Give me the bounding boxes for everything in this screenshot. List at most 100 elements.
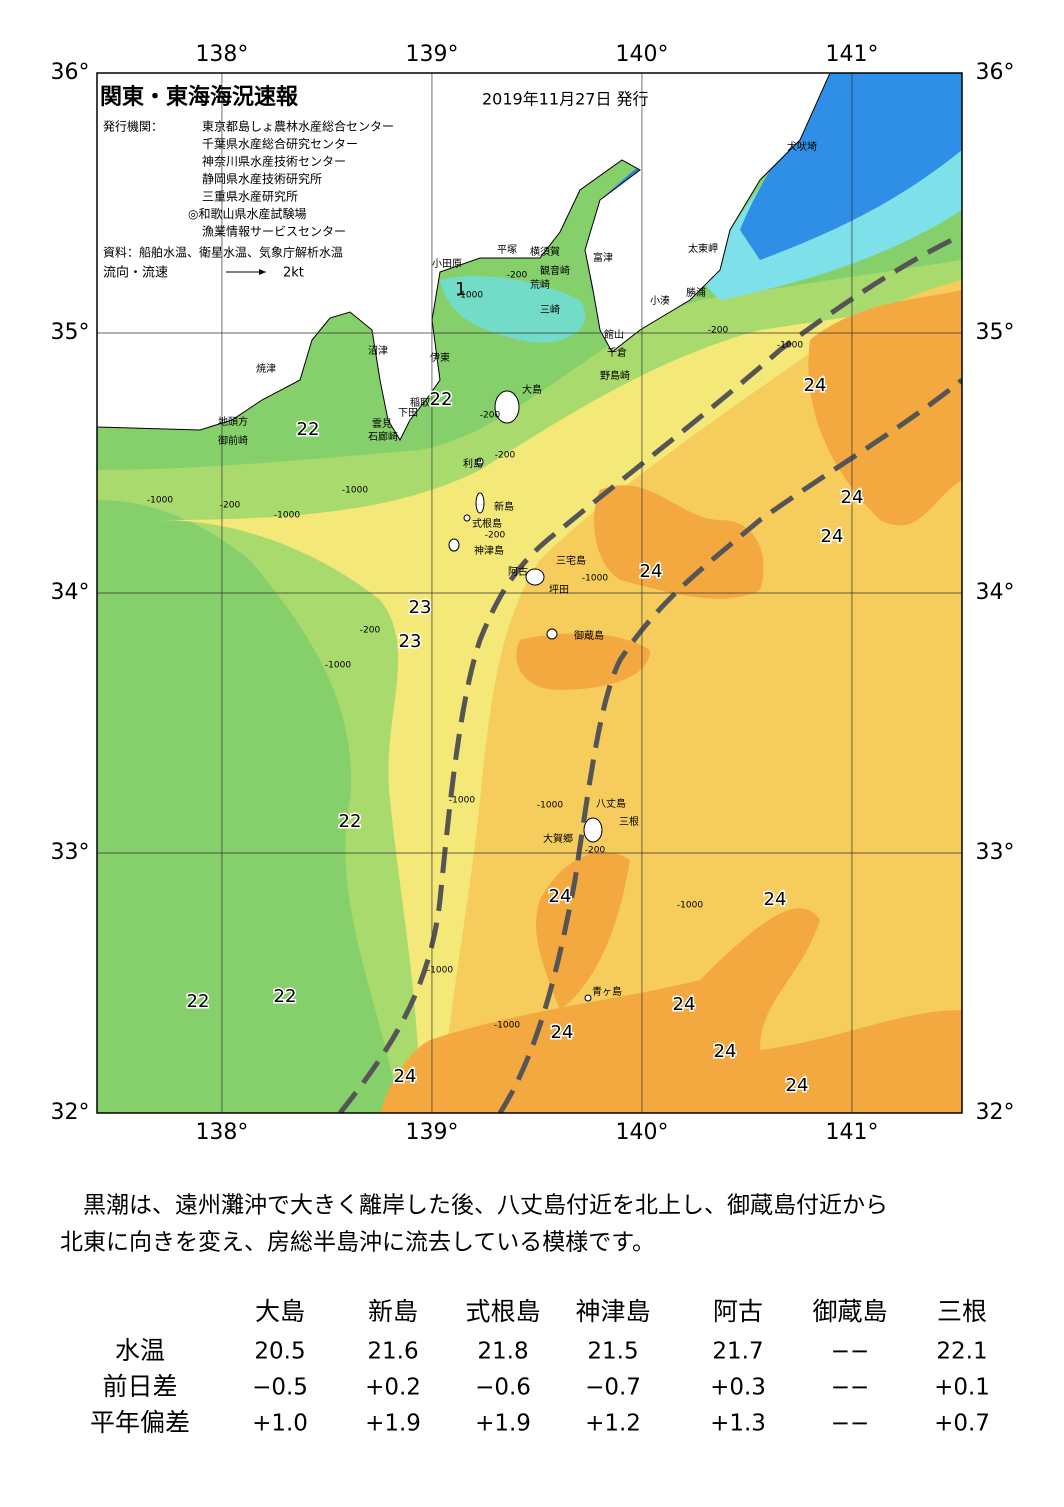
row-label: 水温 bbox=[115, 1336, 165, 1365]
grid bbox=[97, 73, 962, 1113]
isotherm-label: 24 bbox=[551, 1022, 574, 1043]
station-mark: 1 bbox=[455, 279, 466, 300]
warm-core bbox=[536, 852, 630, 1010]
lon-label: 141° bbox=[825, 1120, 878, 1145]
lat-label: 34° bbox=[51, 580, 90, 605]
isotherm-label: 24 bbox=[640, 561, 663, 582]
place-name: 太東岬 bbox=[688, 242, 718, 255]
table-cell: −− bbox=[831, 1375, 870, 1401]
issuer-name: 静岡県水産技術研究所 bbox=[202, 171, 322, 186]
depth-label: -1000 bbox=[342, 486, 368, 496]
depth-label: -200 bbox=[485, 531, 506, 541]
place-name: 小田原 bbox=[432, 258, 462, 270]
legend-label: 流向・流速 bbox=[103, 265, 168, 281]
depth-label: -200 bbox=[480, 411, 501, 421]
table-cell: −0.7 bbox=[585, 1375, 641, 1401]
land bbox=[97, 73, 831, 442]
table-cell: 21.6 bbox=[367, 1339, 418, 1365]
depth-label: -1000 bbox=[147, 496, 173, 506]
place-name: 大島 bbox=[522, 383, 542, 396]
isotherm-label: 24 bbox=[804, 375, 827, 396]
table-header: 神津島 bbox=[575, 1297, 650, 1326]
isotherm-label: 24 bbox=[821, 526, 844, 547]
place-name: 石廊崎 bbox=[368, 430, 398, 443]
place-name: 小湊 bbox=[650, 294, 670, 307]
lon-label: 138° bbox=[195, 1120, 248, 1145]
place-name: 大賀郷 bbox=[543, 832, 573, 845]
depth-label: -1000 bbox=[494, 1021, 520, 1031]
place-name: 神津島 bbox=[474, 544, 504, 557]
isotherm-label: 24 bbox=[394, 1066, 417, 1087]
row-label: 前日差 bbox=[102, 1372, 177, 1401]
place-name: 坪田 bbox=[549, 583, 569, 596]
isotherm-label: 23 bbox=[409, 597, 432, 618]
issuer-name: 三重県水産研究所 bbox=[202, 189, 298, 204]
depth-label: -200 bbox=[507, 271, 528, 281]
isotherm-label: 24 bbox=[673, 994, 696, 1015]
table-cell: +0.1 bbox=[934, 1375, 990, 1401]
place-name: 地頭方 bbox=[218, 415, 248, 428]
table-cell: +0.3 bbox=[710, 1375, 766, 1401]
isotherm-label: 22 bbox=[339, 811, 362, 832]
place-name: 沼津 bbox=[368, 344, 388, 357]
issuer-label: 発行機関： bbox=[103, 119, 163, 134]
lat-label: 36° bbox=[976, 60, 1015, 85]
place-name: 富津 bbox=[593, 251, 613, 264]
place-name: 荒崎 bbox=[530, 278, 550, 291]
warm-core bbox=[594, 485, 764, 599]
depth-label: -200 bbox=[585, 846, 606, 856]
place-name: 観音崎 bbox=[540, 264, 570, 277]
table-header: 阿古 bbox=[713, 1297, 763, 1326]
depth-label: -1000 bbox=[677, 901, 703, 911]
table-header: 式根島 bbox=[465, 1297, 540, 1326]
place-name: 千倉 bbox=[607, 346, 627, 359]
lat-label: 34° bbox=[976, 580, 1015, 605]
title: 関東・東海海況速報 bbox=[100, 84, 299, 110]
description: 黒潮は、遠州灘沖で大きく離岸した後、八丈島付近を北上し、御蔵島付近から bbox=[60, 1193, 888, 1219]
table-header: 大島 bbox=[255, 1297, 305, 1326]
table-cell: 20.5 bbox=[254, 1339, 305, 1365]
table-cell: 22.1 bbox=[936, 1339, 987, 1365]
place-name: 横須賀 bbox=[530, 245, 560, 258]
place-name: 稲取 bbox=[410, 397, 430, 409]
place-name: 八丈島 bbox=[596, 797, 626, 810]
isotherm-label: 24 bbox=[786, 1075, 809, 1096]
islands bbox=[448, 390, 603, 1002]
table-cell: 21.8 bbox=[477, 1339, 528, 1365]
table-cell: +1.3 bbox=[710, 1411, 766, 1437]
legend-arrowhead bbox=[259, 269, 266, 275]
date: 2019年11月27日 発行 bbox=[482, 90, 649, 109]
isotherm-label: 24 bbox=[841, 487, 864, 508]
table-cell: +0.7 bbox=[934, 1411, 990, 1437]
place-name: 新島 bbox=[494, 500, 514, 513]
place-name: 雲見 bbox=[372, 418, 392, 430]
sagami-bay bbox=[440, 276, 586, 343]
isotherm-label: 22 bbox=[187, 991, 210, 1012]
table-header: 三根 bbox=[937, 1297, 987, 1326]
issuer-name: 神奈川県水産技術センター bbox=[202, 154, 346, 169]
warm-core bbox=[808, 290, 962, 526]
depth-label: -1000 bbox=[274, 511, 300, 521]
lat-label: 36° bbox=[51, 60, 90, 85]
table-cell: +1.2 bbox=[585, 1411, 641, 1437]
isotherm-label: 23 bbox=[399, 631, 422, 652]
place-name: 焼津 bbox=[256, 363, 276, 375]
description: 北東に向きを変え、房総半島沖に流去している模様です。 bbox=[60, 1230, 655, 1256]
place-name: 三崎 bbox=[540, 303, 560, 316]
lat-label: 35° bbox=[51, 320, 90, 345]
depth-label: -1000 bbox=[582, 574, 608, 584]
lat-label: 33° bbox=[51, 840, 90, 865]
depth-label: -1000 bbox=[777, 341, 803, 351]
place-name: 館山 bbox=[604, 328, 624, 341]
depth-label: -200 bbox=[495, 451, 516, 461]
place-name: 御前崎 bbox=[218, 434, 248, 447]
depth-label: -1000 bbox=[427, 966, 453, 976]
place-name: 平塚 bbox=[497, 244, 517, 256]
lat-label: 35° bbox=[976, 320, 1015, 345]
isotherm-label: 24 bbox=[764, 889, 787, 910]
lon-label: 141° bbox=[825, 42, 878, 67]
depth-label: -200 bbox=[220, 501, 241, 511]
